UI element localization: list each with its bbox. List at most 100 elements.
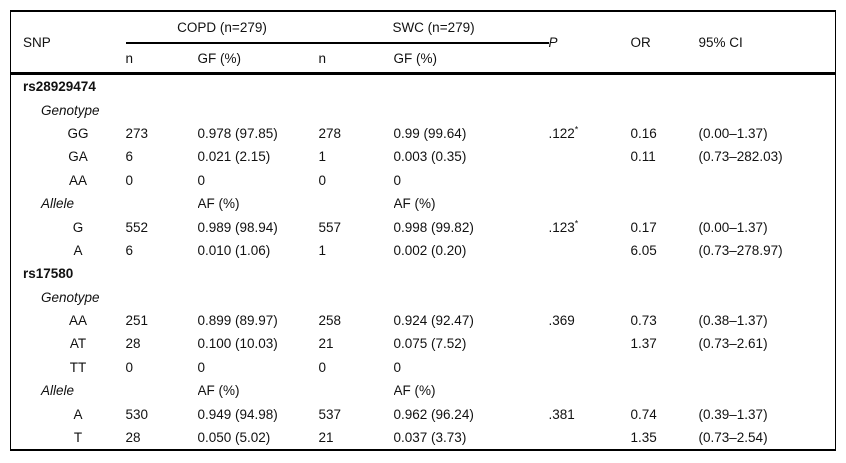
swc-n-cell	[319, 98, 394, 121]
p-value-text: .369	[548, 313, 575, 329]
copd-n-cell: 273	[125, 125, 149, 141]
row-label: rs17580	[11, 262, 126, 285]
row-label-text: AA	[68, 172, 87, 188]
p-value-cell: .123*	[549, 215, 631, 238]
or-cell: 1.35	[630, 430, 657, 446]
table-row: AT 28 0.100 (10.03) 21 0.075 (7.52) 1.37 (0.73…	[11, 332, 836, 355]
row-label: AA	[11, 309, 126, 332]
p-value-cell: .381	[549, 402, 631, 425]
row-label-text: rs28929474	[23, 79, 96, 95]
table-row: AA 0 0 0 0	[11, 169, 836, 192]
swc-n-cell	[319, 74, 394, 99]
table-row: rs28929474	[11, 74, 836, 99]
ci-cell	[699, 356, 836, 379]
p-value-cell	[549, 332, 631, 355]
row-label-text: G	[72, 219, 84, 235]
table-row: Allele AF (%) AF (%)	[11, 379, 836, 402]
ci-cell: (0.73–278.97)	[698, 242, 783, 258]
p-value-cell	[549, 239, 631, 262]
copd-n-cell: 0	[125, 172, 134, 188]
column-group-copd: COPD (n=279)	[125, 11, 319, 44]
copd-gf-cell	[198, 98, 319, 121]
ci-cell: (0.39–1.37)	[698, 406, 768, 422]
swc-n-cell: 0	[318, 172, 327, 188]
ci-cell	[699, 74, 836, 99]
ci-cell: (0.38–1.37)	[698, 313, 768, 329]
row-label-text: GA	[68, 149, 88, 165]
column-header-p: P	[548, 11, 631, 75]
table-row: A 530 0.949 (94.98) 537 0.962 (96.24) .381 0.7…	[11, 402, 836, 425]
subheader-swc-gf: GF (%)	[393, 43, 549, 75]
swc-gf-cell	[394, 286, 549, 309]
copd-gf-cell: 0	[197, 172, 206, 188]
swc-gf-cell: 0.962 (96.24)	[393, 406, 474, 422]
row-label-text: AT	[69, 336, 87, 352]
row-label-text: T	[73, 430, 83, 446]
swc-n-cell: 0	[318, 359, 327, 375]
ci-cell: (0.73–2.54)	[698, 430, 768, 446]
ci-cell	[699, 379, 836, 402]
copd-n-cell: 28	[125, 336, 141, 352]
copd-n-cell: 6	[125, 149, 134, 165]
swc-n-cell: 278	[318, 125, 342, 141]
swc-n-cell	[319, 192, 394, 215]
swc-n-cell: 1	[318, 242, 327, 258]
subheader-swc-n: n	[318, 43, 394, 75]
row-label: Allele	[11, 379, 126, 402]
swc-gf-cell: 0.998 (99.82)	[393, 219, 474, 235]
swc-n-cell: 557	[318, 219, 342, 235]
copd-n-cell	[126, 74, 198, 99]
row-label-text: A	[73, 242, 83, 258]
swc-n-cell	[319, 262, 394, 285]
copd-n-cell	[126, 98, 198, 121]
column-header-or: OR	[630, 11, 699, 75]
p-value-cell	[549, 379, 631, 402]
row-label: GG	[11, 122, 126, 145]
row-label-text: Genotype	[41, 289, 100, 305]
copd-gf-cell	[198, 74, 319, 99]
row-label: rs28929474	[11, 74, 126, 99]
row-label: AA	[11, 169, 126, 192]
row-label-text: GG	[67, 125, 89, 141]
ci-cell	[699, 169, 836, 192]
swc-n-cell	[319, 286, 394, 309]
table-row: rs17580	[11, 262, 836, 285]
table-row: GG 273 0.978 (97.85) 278 0.99 (99.64) .122* 0.…	[11, 122, 836, 145]
p-value-text: .122	[548, 125, 575, 141]
swc-gf-cell: 0	[393, 359, 402, 375]
or-cell	[631, 98, 699, 121]
row-label: A	[11, 402, 126, 425]
table-row: G 552 0.989 (98.94) 557 0.998 (99.82) .123* 0.…	[11, 215, 836, 238]
or-cell: 0.11	[630, 149, 656, 165]
table-body: rs28929474 Genotype GG 273 0.978 (97.85) 278 0…	[11, 74, 836, 451]
swc-gf-cell: AF (%)	[393, 196, 436, 212]
table-row: TT 0 0 0 0	[11, 356, 836, 379]
p-value-cell	[549, 169, 631, 192]
copd-n-cell	[126, 262, 198, 285]
row-label-text: A	[73, 406, 83, 422]
p-value-cell	[549, 192, 631, 215]
copd-n-cell: 0	[125, 359, 134, 375]
swc-n-cell: 21	[318, 336, 334, 352]
or-cell	[631, 286, 699, 309]
row-label: Genotype	[11, 286, 126, 309]
table-row: T 28 0.050 (5.02) 21 0.037 (3.73) 1.35 (0.73–2…	[11, 426, 836, 450]
swc-gf-cell: 0.037 (3.73)	[393, 430, 467, 446]
copd-gf-cell: AF (%)	[197, 383, 240, 399]
p-value-footnote-marker: *	[574, 218, 579, 229]
swc-n-cell: 1	[318, 149, 327, 165]
copd-gf-cell: 0.021 (2.15)	[197, 149, 271, 165]
swc-n-cell	[319, 379, 394, 402]
ci-cell: (0.00–1.37)	[698, 219, 768, 235]
or-cell	[631, 262, 699, 285]
p-value-cell	[549, 74, 631, 99]
swc-gf-cell	[394, 98, 549, 121]
copd-gf-cell: AF (%)	[197, 196, 240, 212]
or-cell	[631, 379, 699, 402]
copd-n-cell	[126, 192, 198, 215]
or-cell: 0.17	[630, 219, 657, 235]
p-value-cell: .369	[549, 309, 631, 332]
or-cell	[631, 356, 699, 379]
copd-n-cell: 28	[125, 430, 141, 446]
copd-n-cell	[126, 286, 198, 309]
